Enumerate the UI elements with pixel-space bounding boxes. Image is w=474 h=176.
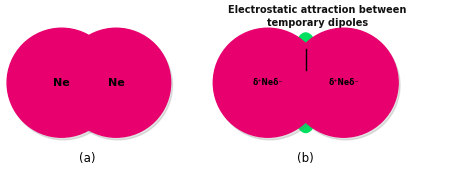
- Text: Ne: Ne: [108, 78, 125, 88]
- Text: (a): (a): [80, 152, 96, 165]
- Ellipse shape: [9, 31, 118, 140]
- Text: δ⁺Neδ⁻: δ⁺Neδ⁻: [328, 78, 359, 87]
- Text: Electrostatic attraction between
temporary dipoles: Electrostatic attraction between tempora…: [228, 5, 407, 29]
- Ellipse shape: [215, 31, 324, 140]
- Text: δ⁺Neδ⁻: δ⁺Neδ⁻: [253, 78, 283, 87]
- Ellipse shape: [291, 31, 400, 140]
- Text: (b): (b): [297, 152, 314, 165]
- Ellipse shape: [213, 28, 322, 137]
- Ellipse shape: [289, 33, 322, 133]
- Ellipse shape: [7, 28, 116, 137]
- Ellipse shape: [294, 44, 318, 84]
- Ellipse shape: [289, 28, 398, 137]
- Ellipse shape: [64, 31, 173, 140]
- Text: Ne: Ne: [53, 78, 70, 88]
- Ellipse shape: [62, 28, 171, 137]
